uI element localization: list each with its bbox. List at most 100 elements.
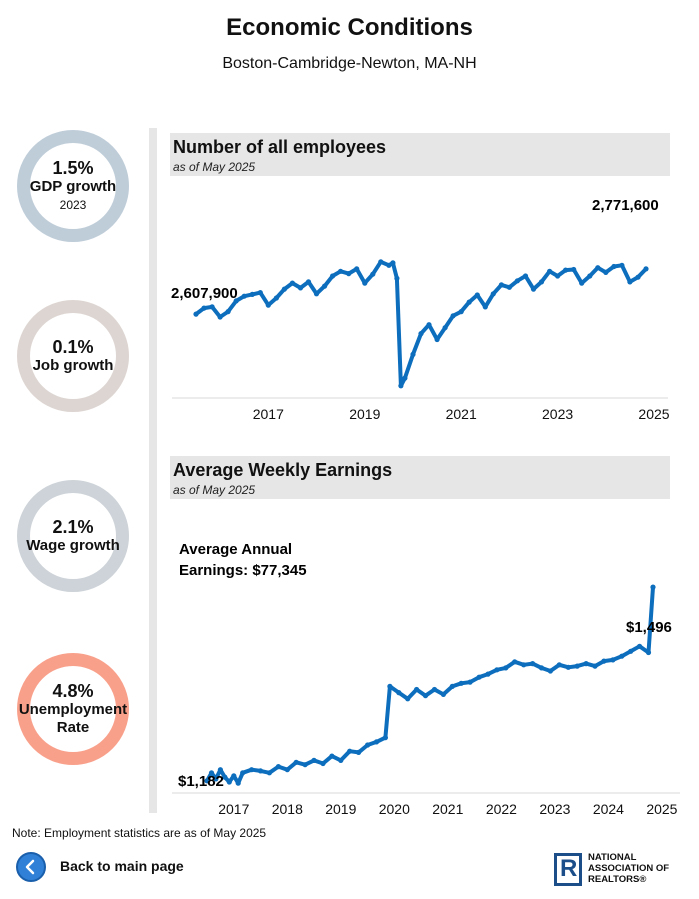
earnings-point-33	[458, 680, 464, 686]
earnings-point-1	[208, 770, 215, 776]
earnings-point-49	[601, 658, 607, 664]
earnings-point-41	[530, 661, 536, 667]
earnings-point-26	[396, 690, 402, 696]
job-growth-label: Job growth	[32, 357, 114, 375]
earnings-point-8	[240, 770, 246, 776]
employees-panel-header: Number of all employees as of May 2025	[170, 133, 670, 176]
employees-series-line	[194, 259, 648, 388]
page-title: Economic Conditions	[226, 14, 473, 41]
earnings-series-points	[204, 584, 656, 786]
employees-point-49	[571, 266, 577, 273]
employees-point-53	[603, 269, 609, 275]
earnings-point-40	[521, 662, 527, 668]
employees-point-4	[225, 309, 231, 315]
earnings-point-17	[320, 760, 326, 767]
employees-point-12	[289, 280, 295, 286]
employees-point-38	[482, 304, 488, 310]
wage-growth-value: 2.1%	[52, 516, 94, 537]
earnings-point-4	[222, 774, 228, 780]
earnings-tick-2024: 2024	[593, 801, 624, 817]
employees-point-28	[402, 375, 408, 381]
earnings-point-37	[494, 667, 500, 673]
vertical-divider	[149, 128, 157, 813]
earnings-tick-2022: 2022	[486, 801, 517, 817]
earnings-point-51	[619, 653, 625, 659]
employees-point-48	[563, 267, 569, 273]
earnings-point-23	[373, 739, 380, 745]
employees-point-34	[450, 313, 456, 319]
earnings-point-10	[257, 768, 264, 774]
employees-point-31	[426, 322, 432, 328]
employees-panel-subtitle: as of May 2025	[173, 160, 256, 174]
job-growth-value: 0.1%	[52, 336, 94, 357]
page-subtitle: Boston-Cambridge-Newton, MA-NH	[222, 55, 477, 72]
employees-tick-2025: 2025	[638, 406, 669, 422]
employees-point-37	[474, 292, 480, 298]
earnings-panel-subtitle: as of May 2025	[173, 483, 256, 497]
employees-point-35	[458, 309, 464, 315]
earnings-point-54	[645, 649, 652, 656]
employees-point-1	[201, 305, 207, 311]
employees-point-14	[305, 279, 312, 285]
employees-point-19	[346, 271, 352, 277]
earnings-point-12	[275, 764, 281, 770]
employees-point-57	[635, 274, 641, 280]
gdp-growth-year: 2023	[59, 198, 87, 213]
employees-point-47	[555, 273, 561, 279]
earnings-tick-2018: 2018	[272, 801, 303, 817]
earnings-point-44	[556, 662, 562, 668]
employees-point-8	[257, 290, 263, 296]
employees-point-55	[619, 262, 625, 268]
back-to-main-link[interactable]: Back to main page	[60, 858, 184, 874]
employees-point-46	[547, 268, 553, 274]
earnings-point-20	[347, 748, 353, 754]
employees-end-label: 2,771,600	[592, 197, 659, 214]
wage-growth-label: Wage growth	[26, 537, 120, 555]
earnings-start-label: $1,182	[178, 773, 224, 790]
earnings-point-2	[213, 776, 219, 782]
employees-point-54	[611, 263, 617, 270]
earnings-point-47	[583, 661, 589, 667]
earnings-point-27	[405, 696, 411, 702]
unemployment-rate-ring: 4.8% Unemployment Rate	[17, 653, 129, 765]
employees-point-40	[498, 282, 504, 288]
employees-point-10	[273, 295, 279, 301]
earnings-point-15	[302, 762, 308, 768]
earnings-point-34	[467, 679, 473, 685]
employees-point-9	[265, 302, 271, 308]
employees-point-44	[530, 286, 537, 292]
earnings-point-39	[512, 659, 518, 665]
nar-logo: R NATIONAL ASSOCIATION OF REALTORS®	[554, 852, 689, 889]
earnings-point-3	[217, 767, 223, 773]
earnings-series-line	[205, 586, 655, 786]
earnings-panel-title: Average Weekly Earnings	[173, 460, 393, 480]
gdp-growth-value: 1.5%	[52, 157, 94, 178]
earnings-tick-2019: 2019	[325, 801, 356, 817]
earnings-point-31	[440, 691, 446, 698]
earnings-tick-2021: 2021	[432, 801, 463, 817]
employees-tick-2023: 2023	[542, 406, 573, 422]
employees-point-41	[506, 284, 512, 290]
earnings-point-55	[650, 584, 656, 590]
employees-point-43	[522, 273, 529, 279]
earnings-tick-2023: 2023	[539, 801, 570, 817]
earnings-tick-2017: 2017	[218, 801, 249, 817]
back-button[interactable]	[16, 852, 46, 882]
annual-earnings-line2: Earnings: $77,345	[179, 562, 307, 579]
employees-point-0	[193, 311, 199, 317]
employees-point-22	[370, 271, 376, 277]
earnings-point-13	[284, 767, 290, 773]
earnings-point-9	[249, 767, 255, 773]
earnings-point-32	[449, 683, 455, 690]
nar-logo-text: NATIONAL ASSOCIATION OF REALTORS®	[588, 852, 670, 885]
earnings-point-45	[565, 664, 571, 670]
employees-point-7	[249, 291, 255, 297]
employees-point-20	[354, 266, 360, 272]
employees-start-label: 2,607,900	[171, 285, 238, 302]
employees-point-45	[538, 279, 545, 285]
annual-earnings-line1: Average Annual	[179, 541, 292, 558]
earnings-point-42	[538, 665, 545, 671]
employees-point-21	[362, 280, 368, 286]
earnings-point-30	[431, 686, 438, 693]
employees-x-ticks: 2017 2019 2021 2023 2025	[253, 406, 670, 422]
